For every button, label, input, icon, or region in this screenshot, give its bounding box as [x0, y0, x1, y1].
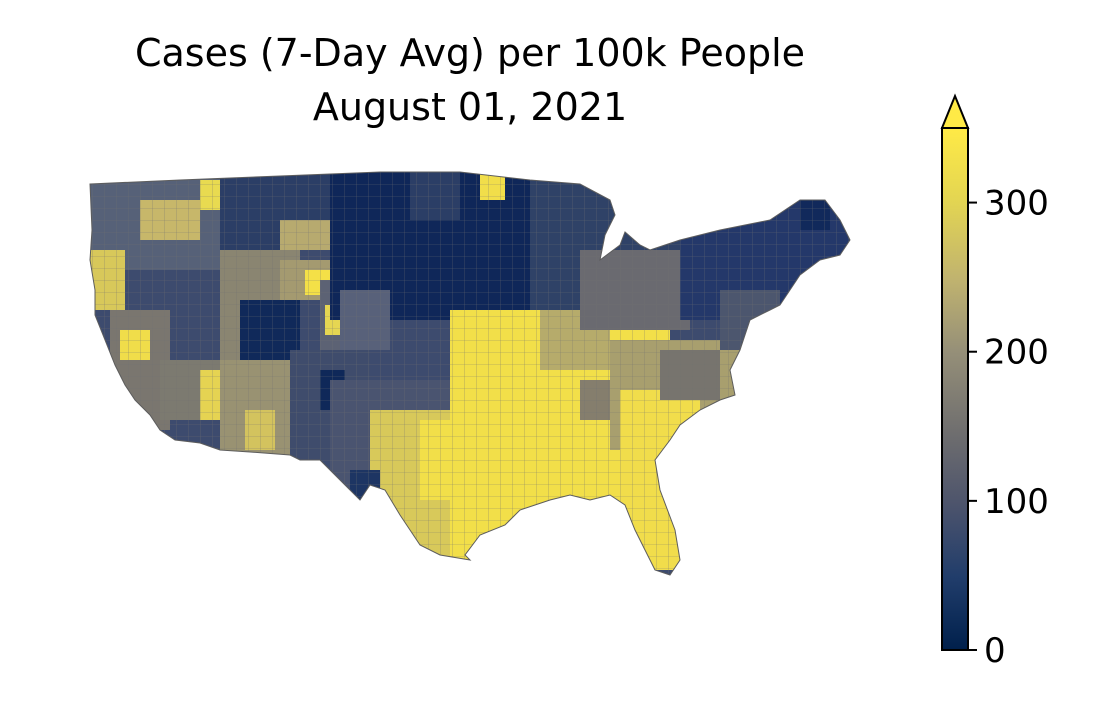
colorbar-extend-arrow	[940, 93, 970, 129]
colorbar-gradient	[941, 127, 969, 651]
us-outline	[89, 171, 851, 576]
colorbar-tick-label: 0	[984, 631, 1006, 670]
map-date-subtitle: August 01, 2021	[312, 85, 628, 129]
us-county-choropleth-map	[89, 171, 851, 576]
county-regions	[90, 172, 850, 575]
colorbar-tick-label: 300	[984, 184, 1049, 224]
map-title: Cases (7-Day Avg) per 100k People	[134, 31, 806, 75]
county-boundaries	[90, 172, 850, 575]
colorbar-tick-label: 100	[984, 482, 1049, 522]
colorbar: 0 100 200 300	[940, 93, 1049, 670]
colorbar-tick-label: 200	[984, 333, 1049, 373]
